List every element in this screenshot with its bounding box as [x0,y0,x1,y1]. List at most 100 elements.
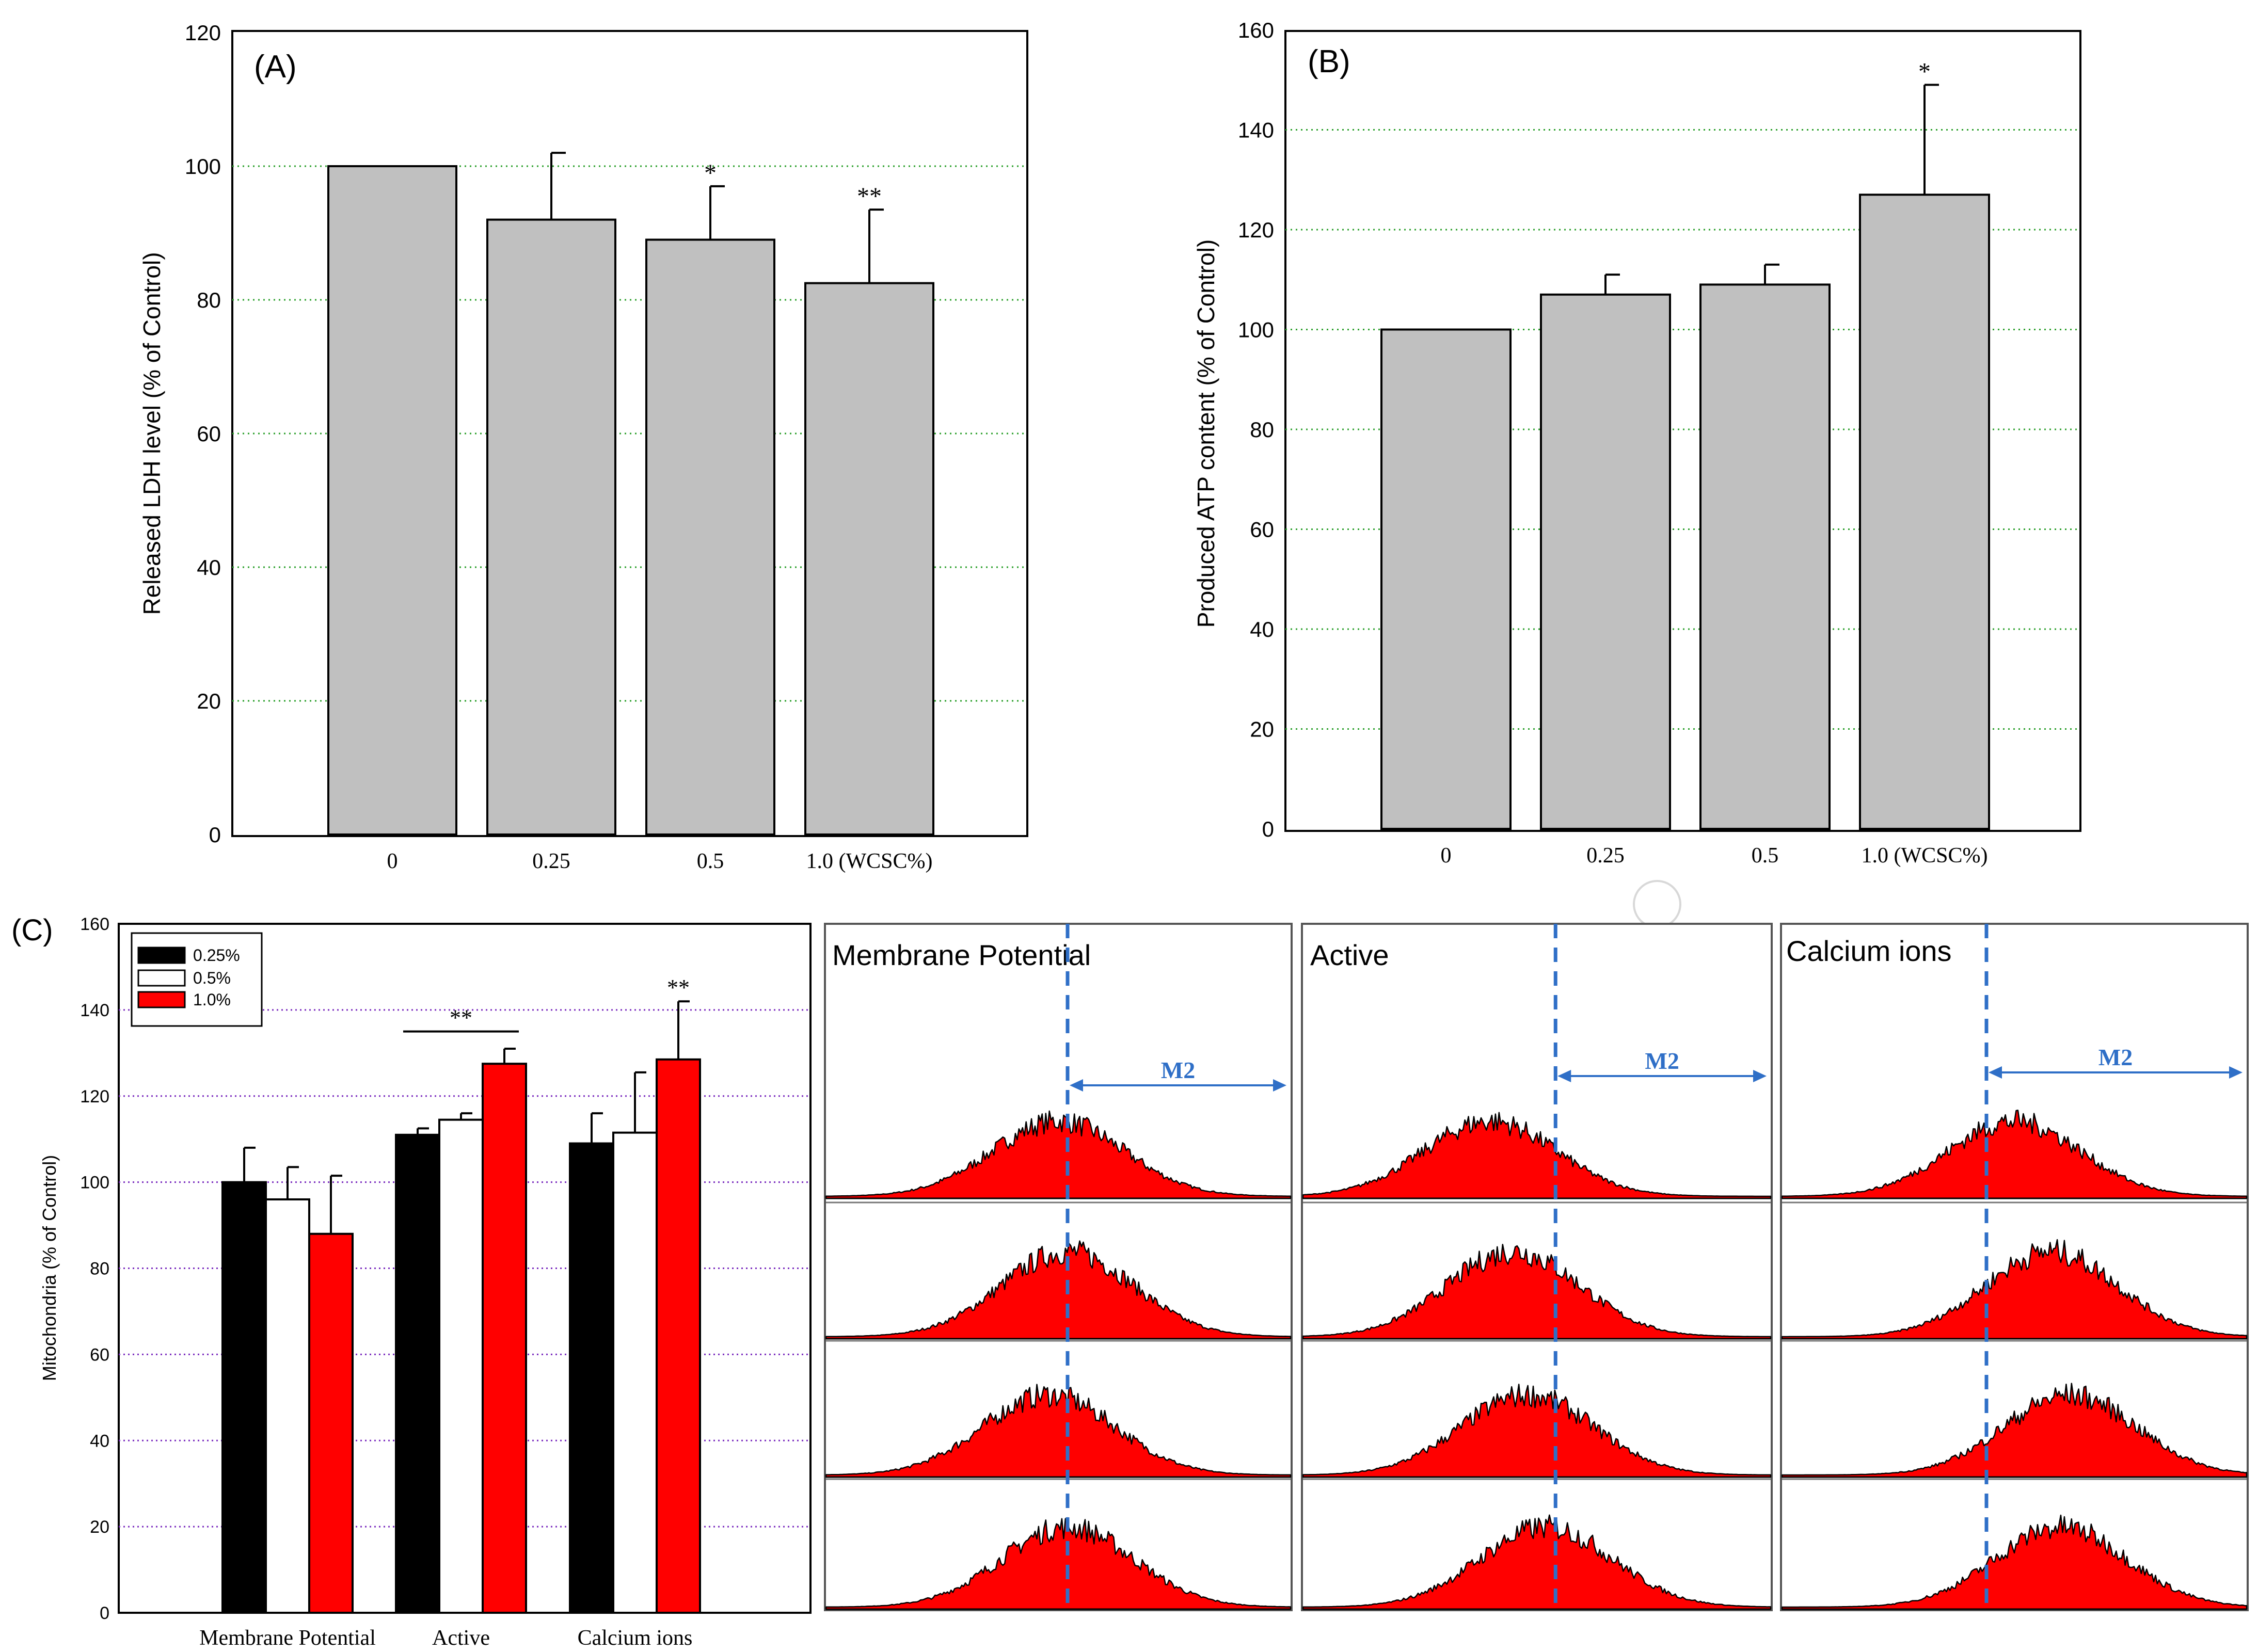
x-tick-label: 0 [387,849,398,873]
y-tick-label: 80 [1250,418,1274,442]
y-tick-label: 120 [1238,218,1274,242]
m2-arrow-head-right [2229,1066,2243,1079]
y-tick-label: 100 [1238,318,1274,342]
histogram-column-title: Calcium ions [1786,935,1952,967]
histogram-trace [1302,1384,1772,1478]
m2-arrow-head-left [1989,1066,2002,1079]
panel-a-y-axis-label: Released LDH level (% of Control) [138,252,165,615]
y-tick-label: 100 [80,1173,109,1193]
bar [569,1142,614,1614]
legend-swatch-2 [137,991,186,1008]
panel-b-bar-chart: (B) Produced ATP content (% of Control) … [1192,18,2081,868]
x-tick-label: 0.5 [1752,844,1779,868]
m2-arrow-head-left [1557,1070,1571,1082]
bar [486,218,616,836]
y-tick-label: 60 [197,422,221,446]
histogram-trace [825,1384,1292,1478]
x-tick-label: 0 [1441,844,1452,868]
histogram-column-title: Membrane Potential [832,939,1091,971]
histogram-trace [1781,1514,2248,1610]
legend-swatch-1 [137,969,186,987]
bar [1699,283,1831,830]
m2-gate-label: M2 [2098,1044,2133,1070]
significance-marker: * [1918,58,1931,85]
panel-a-bar-chart: (A) Released LDH level (% of Control) 0 2… [138,21,1028,873]
y-tick-label: 0 [209,823,221,847]
x-tick-label: 1.0 (WCSC%) [806,849,933,873]
y-tick-label: 40 [90,1431,109,1451]
panel-c-label: (C) [11,913,53,947]
x-tick-label: 0.25 [1586,844,1625,868]
histogram-trace [1302,1514,1772,1610]
panel-c-legend: 0.25% 0.5% 1.0% [131,932,263,1027]
histogram-trace [1781,1239,2248,1340]
histogram-grid: Membrane Potential Active Calcium ions M… [824,923,2249,1611]
bar [1859,194,1990,830]
significance-marker: ** [450,1005,472,1031]
y-tick-label: 160 [80,915,109,934]
histogram-column-title: Active [1310,939,1389,971]
bar [804,282,934,836]
histogram-trace [1302,1244,1772,1340]
y-tick-label: 80 [197,288,221,312]
bar [395,1133,440,1614]
histogram-trace [825,1240,1292,1340]
y-tick-label: 120 [185,21,221,45]
y-tick-label: 140 [1238,118,1274,142]
panel-a-label: (A) [254,49,297,85]
bar [327,165,457,836]
m2-arrow-head-right [1273,1079,1286,1092]
x-tick-label: 0.25 [532,849,570,873]
y-tick-label: 20 [1250,717,1274,742]
m2-arrow-head-right [1753,1070,1767,1082]
bar [308,1232,354,1614]
histogram-trace [1781,1383,2248,1478]
y-tick-label: 40 [1250,617,1274,641]
significance-marker: * [704,159,717,187]
histogram-trace [825,1110,1292,1199]
m2-gate-label: M2 [1645,1048,1679,1074]
y-tick-label: 100 [185,154,221,179]
significance-marker: ** [857,183,882,210]
panel-c-bar-chart: (C) Mitochondria (% of Control) 0 20 40 60 8… [11,913,812,1650]
y-tick-label: 20 [90,1517,109,1537]
bar [1540,293,1671,830]
significance-marker: ** [667,975,690,1000]
y-tick-label: 80 [90,1259,109,1279]
y-tick-label: 140 [80,1001,109,1020]
panel-b-y-axis-label: Produced ATP content (% of Control) [1192,239,1219,628]
bar [656,1058,701,1614]
panel-b-plot-frame [1284,30,2081,832]
y-tick-label: 60 [1250,518,1274,542]
bar [221,1181,267,1614]
histogram-trace [1781,1110,2248,1199]
bar [438,1118,484,1614]
bar [645,238,775,836]
bar [612,1131,658,1614]
histogram-trace [1302,1112,1772,1199]
x-tick-label: 0.5 [697,849,724,873]
m2-gate-label: M2 [1161,1057,1195,1083]
y-tick-label: 20 [197,689,221,713]
bar [482,1063,527,1614]
faint-circle-mark [1633,880,1681,928]
histogram-trace [825,1517,1292,1610]
x-tick-label: Membrane Potential [199,1626,376,1650]
legend-label-0: 0.25% [193,946,240,965]
panel-b-label: (B) [1308,44,1350,79]
y-tick-label: 160 [1238,18,1274,42]
bar [1380,328,1512,830]
x-tick-label: 1.0 (WCSC%) [1862,844,1988,868]
y-tick-label: 120 [80,1087,109,1106]
legend-label-1: 0.5% [193,969,231,987]
legend-swatch-0 [137,947,186,964]
m2-arrow-head-left [1070,1079,1083,1092]
x-tick-label: Active [432,1626,490,1650]
y-tick-label: 0 [100,1603,109,1623]
y-tick-label: 0 [1262,817,1274,841]
y-tick-label: 40 [197,555,221,580]
bar [265,1198,310,1614]
legend-label-2: 1.0% [193,990,231,1009]
y-tick-label: 60 [90,1345,109,1365]
